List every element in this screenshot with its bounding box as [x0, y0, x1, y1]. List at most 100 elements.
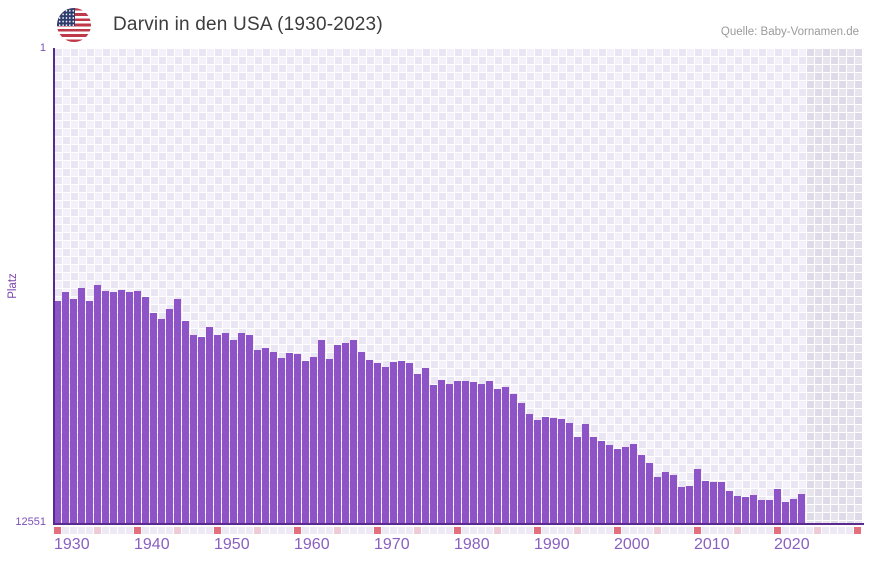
- bar-1986[interactable]: [502, 386, 509, 523]
- bar-1933[interactable]: [78, 288, 85, 523]
- bar-2003[interactable]: [638, 454, 645, 523]
- bar-1953[interactable]: [238, 333, 245, 523]
- bar-1934[interactable]: [86, 300, 93, 523]
- bar-1954[interactable]: [246, 334, 253, 523]
- bar-1946[interactable]: [182, 321, 189, 523]
- bar-1997[interactable]: [590, 436, 597, 523]
- bar-1949[interactable]: [206, 327, 213, 523]
- bar-1940[interactable]: [134, 291, 141, 523]
- bar-1984[interactable]: [486, 380, 493, 523]
- bar-1936[interactable]: [102, 291, 109, 523]
- bar-1988[interactable]: [518, 402, 525, 523]
- bar-2001[interactable]: [622, 447, 629, 523]
- year-tick-1969: [366, 527, 373, 534]
- bar-2009[interactable]: [686, 486, 693, 523]
- bar-2013[interactable]: [718, 482, 725, 523]
- bar-1960[interactable]: [294, 354, 301, 523]
- bar-2000[interactable]: [614, 449, 621, 523]
- bar-2012[interactable]: [710, 482, 717, 523]
- bar-1952[interactable]: [230, 340, 237, 523]
- bar-1959[interactable]: [286, 352, 293, 523]
- bar-1990[interactable]: [534, 419, 541, 523]
- bar-1942[interactable]: [150, 313, 157, 523]
- bar-2011[interactable]: [702, 481, 709, 523]
- bar-1983[interactable]: [478, 384, 485, 523]
- bar-1979[interactable]: [446, 384, 453, 523]
- bar-1999[interactable]: [606, 445, 613, 523]
- bar-1973[interactable]: [398, 360, 405, 523]
- bar-1955[interactable]: [254, 350, 261, 523]
- bar-2002[interactable]: [630, 444, 637, 523]
- bar-1974[interactable]: [406, 362, 413, 523]
- bar-1968[interactable]: [358, 352, 365, 523]
- bar-1976[interactable]: [422, 368, 429, 523]
- bar-1930[interactable]: [54, 300, 61, 523]
- bar-1987[interactable]: [510, 394, 517, 523]
- bar-1947[interactable]: [190, 334, 197, 523]
- bar-1995[interactable]: [574, 436, 581, 523]
- bar-1931[interactable]: [62, 292, 69, 523]
- bar-1972[interactable]: [390, 361, 397, 523]
- bar-1963[interactable]: [318, 340, 325, 523]
- bar-2007[interactable]: [670, 474, 677, 523]
- bar-1967[interactable]: [350, 340, 357, 523]
- bar-2017[interactable]: [750, 494, 757, 523]
- bar-1932[interactable]: [70, 298, 77, 523]
- bar-2005[interactable]: [654, 476, 661, 523]
- bar-1962[interactable]: [310, 357, 317, 523]
- bar-1950[interactable]: [214, 334, 221, 523]
- bar-2014[interactable]: [726, 491, 733, 523]
- bar-2023[interactable]: [798, 493, 805, 523]
- bar-1939[interactable]: [126, 292, 133, 523]
- bar-2019[interactable]: [766, 499, 773, 523]
- bar-1943[interactable]: [158, 319, 165, 523]
- bar-1978[interactable]: [438, 379, 445, 523]
- bar-1993[interactable]: [558, 418, 565, 523]
- bar-2020[interactable]: [774, 489, 781, 523]
- bar-1992[interactable]: [550, 417, 557, 523]
- bar-1965[interactable]: [334, 344, 341, 523]
- bar-2016[interactable]: [742, 496, 749, 523]
- bar-2021[interactable]: [782, 501, 789, 523]
- plot-area: [54, 48, 862, 523]
- bar-2008[interactable]: [678, 487, 685, 523]
- year-tick-1961: [302, 527, 309, 534]
- bar-2010[interactable]: [694, 469, 701, 523]
- bar-1996[interactable]: [582, 424, 589, 523]
- bar-1966[interactable]: [342, 342, 349, 523]
- bar-1982[interactable]: [470, 381, 477, 523]
- bar-1956[interactable]: [262, 348, 269, 523]
- bar-1938[interactable]: [118, 290, 125, 523]
- year-tick-1971: [382, 527, 389, 534]
- bar-1961[interactable]: [302, 360, 309, 523]
- bar-2006[interactable]: [662, 472, 669, 523]
- bar-1981[interactable]: [462, 380, 469, 523]
- year-tick-1948: [198, 527, 205, 534]
- bar-1951[interactable]: [222, 333, 229, 523]
- bar-2022[interactable]: [790, 498, 797, 523]
- bar-2015[interactable]: [734, 495, 741, 523]
- y-axis-tick-top: 1: [39, 42, 46, 54]
- bar-1989[interactable]: [526, 414, 533, 523]
- bar-1977[interactable]: [430, 385, 437, 523]
- bar-1957[interactable]: [270, 352, 277, 523]
- bar-1969[interactable]: [366, 359, 373, 523]
- bar-2004[interactable]: [646, 463, 653, 523]
- bar-1970[interactable]: [374, 362, 381, 523]
- bar-1948[interactable]: [198, 337, 205, 523]
- bar-1941[interactable]: [142, 297, 149, 523]
- bar-1935[interactable]: [94, 285, 101, 523]
- bar-1937[interactable]: [110, 292, 117, 523]
- bar-1975[interactable]: [414, 374, 421, 523]
- bar-1994[interactable]: [566, 423, 573, 523]
- bar-1944[interactable]: [166, 309, 173, 523]
- bar-1971[interactable]: [382, 367, 389, 523]
- bar-1964[interactable]: [326, 359, 333, 523]
- bar-1945[interactable]: [174, 298, 181, 523]
- bar-1998[interactable]: [598, 440, 605, 523]
- bar-1985[interactable]: [494, 389, 501, 523]
- bar-1958[interactable]: [278, 358, 285, 523]
- bar-2018[interactable]: [758, 499, 765, 523]
- bar-1991[interactable]: [542, 416, 549, 523]
- bar-1980[interactable]: [454, 380, 461, 523]
